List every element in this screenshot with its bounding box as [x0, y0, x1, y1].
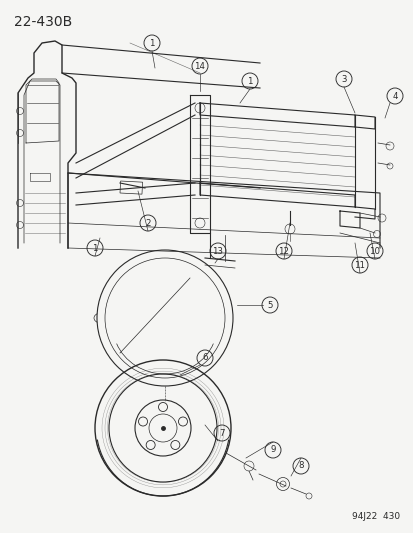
Bar [120, 181, 142, 194]
Text: 1: 1 [92, 244, 97, 253]
Text: 8: 8 [297, 462, 303, 471]
Circle shape [146, 440, 155, 449]
Text: 6: 6 [202, 353, 207, 362]
Text: 3: 3 [340, 75, 346, 84]
Text: 11: 11 [354, 261, 365, 270]
Text: 13: 13 [212, 246, 223, 255]
Text: 1: 1 [247, 77, 252, 85]
Text: 12: 12 [278, 246, 289, 255]
Circle shape [158, 402, 167, 411]
Text: 94J22  430: 94J22 430 [351, 512, 399, 521]
Text: 5: 5 [267, 301, 272, 310]
Text: 14: 14 [194, 61, 205, 70]
Text: 10: 10 [369, 246, 380, 255]
Text: 9: 9 [270, 446, 275, 455]
Text: 7: 7 [219, 429, 224, 438]
Text: 2: 2 [145, 219, 150, 228]
Circle shape [138, 417, 147, 426]
Text: 1: 1 [149, 38, 154, 47]
Circle shape [178, 417, 187, 426]
Text: 4: 4 [391, 92, 397, 101]
Text: 22-430B: 22-430B [14, 15, 72, 29]
Circle shape [171, 440, 179, 449]
